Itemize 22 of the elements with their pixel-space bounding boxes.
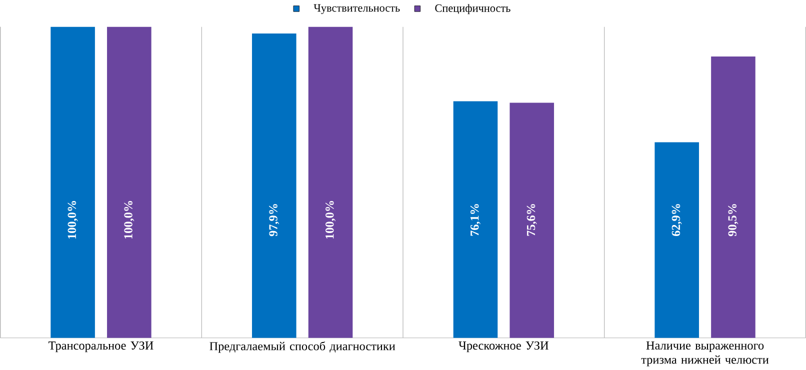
x-tick-label: Предгалаемый способ диагностики bbox=[210, 342, 396, 353]
bar bbox=[510, 102, 554, 338]
legend-label: Специфичность bbox=[435, 4, 510, 14]
data-label: 90,5% bbox=[728, 204, 738, 236]
bar bbox=[252, 34, 296, 338]
x-tick-label: Трансоральное УЗИ bbox=[48, 342, 154, 352]
data-label: 62,9% bbox=[672, 204, 682, 236]
bar bbox=[654, 142, 699, 338]
bar bbox=[711, 56, 756, 338]
x-tick-label: Чрескожное УЗИ bbox=[458, 342, 548, 352]
legend-label: Чувствительность bbox=[314, 4, 400, 14]
bar bbox=[50, 27, 95, 338]
bar bbox=[308, 27, 353, 338]
bar bbox=[107, 27, 152, 338]
data-label: 100,0% bbox=[326, 201, 336, 239]
x-tick-label: Наличие выраженного тризма нижней челюсти bbox=[641, 342, 769, 366]
data-label: 100,0% bbox=[124, 201, 134, 239]
data-label: 100,0% bbox=[68, 201, 78, 239]
data-label: 75,6% bbox=[526, 204, 537, 236]
data-label: 76,1% bbox=[470, 204, 480, 236]
bar bbox=[453, 101, 498, 338]
data-label: 97,9% bbox=[269, 204, 280, 236]
